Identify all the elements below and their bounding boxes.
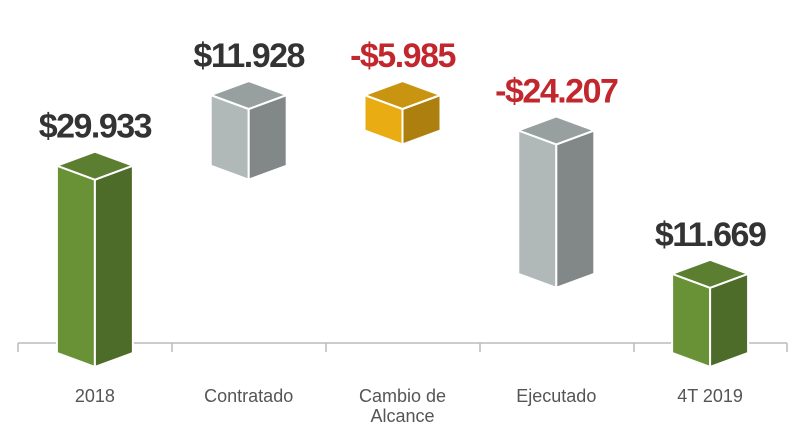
category-label: Contratado <box>204 386 294 406</box>
bar-front-right <box>555 129 596 289</box>
value-label: -$5.985 <box>350 37 455 75</box>
bar <box>363 80 442 146</box>
separators <box>17 343 788 352</box>
value-label: $11.928 <box>193 37 304 75</box>
value-label: $11.669 <box>655 216 766 254</box>
bar <box>55 150 134 368</box>
bar-front-left <box>671 272 712 368</box>
category-label: 2018 <box>74 386 115 406</box>
bar-top <box>363 80 442 110</box>
value-label: -$24.207 <box>495 72 618 110</box>
bar-front-left <box>55 164 96 368</box>
bar <box>517 115 596 289</box>
bar-front-right <box>93 164 134 368</box>
bar-front-right <box>709 272 750 368</box>
category-label: 4T 2019 <box>677 386 743 406</box>
bar-top <box>55 150 134 181</box>
bar-top <box>671 258 750 289</box>
bar-front-left <box>517 129 558 289</box>
bar-top <box>517 115 596 146</box>
bar <box>209 80 288 181</box>
bar <box>671 258 750 368</box>
value-label: $29.933 <box>39 108 152 146</box>
category-label: Ejecutado <box>516 386 597 406</box>
bar-top <box>209 80 288 110</box>
category-label: Cambio de Alcance <box>358 386 447 426</box>
